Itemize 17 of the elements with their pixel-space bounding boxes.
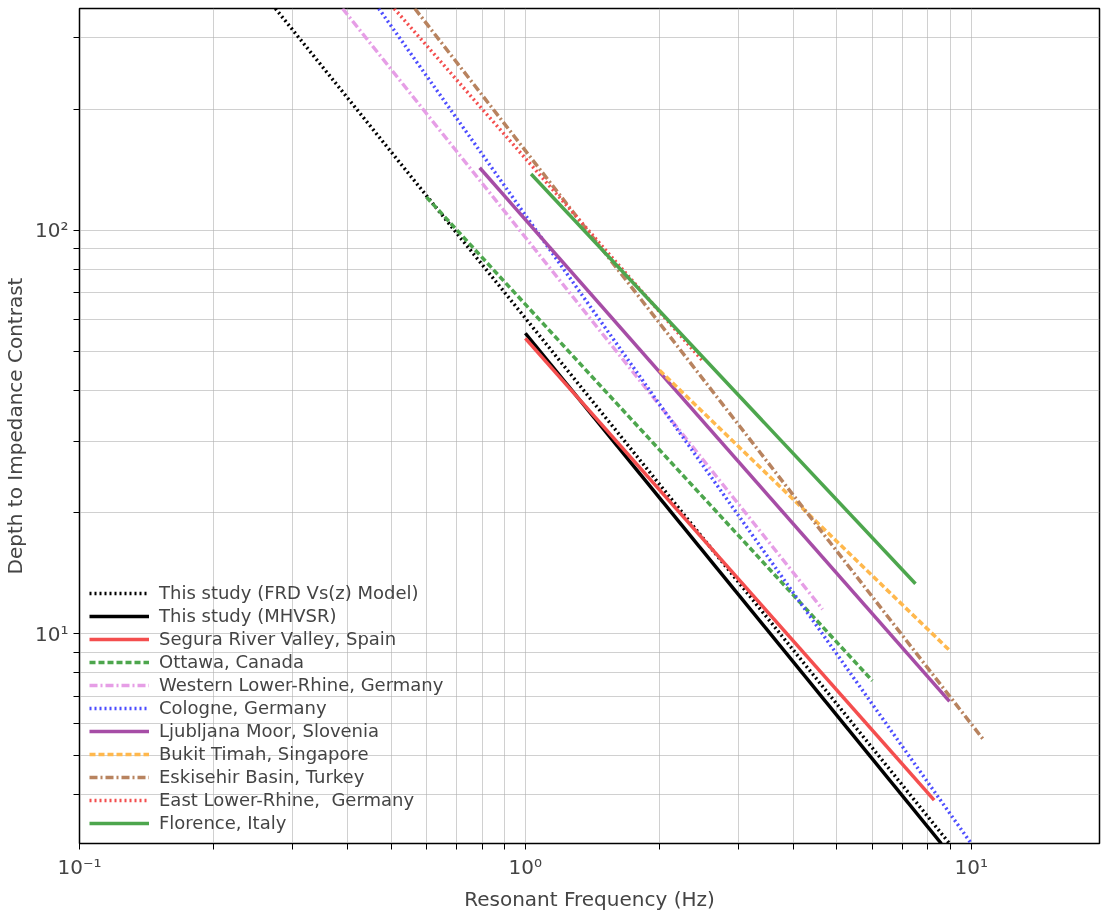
x-axis-title: Resonant Frequency (Hz) [464, 886, 715, 911]
legend-label: Cologne, Germany [159, 697, 327, 718]
legend-label: Florence, Italy [159, 812, 287, 833]
y-tick-label: 10² [35, 218, 69, 243]
x-tick-label: 10⁻¹ [57, 854, 102, 879]
x-tick-label: 10¹ [954, 854, 988, 879]
legend-label: This study (FRD Vs(z) Model) [159, 582, 419, 603]
legend-label: Ottawa, Canada [159, 651, 305, 672]
legend-label: Bukit Timah, Singapore [159, 743, 369, 764]
x-tick-label: 10⁰ [508, 854, 543, 879]
legend-label: Eskisehir Basin, Turkey [159, 766, 365, 787]
legend-label: Ljubljana Moor, Slovenia [159, 720, 380, 741]
legend-label: East Lower-Rhine, Germany [159, 789, 415, 810]
legend-label: This study (MHVSR) [159, 605, 337, 626]
legend-label: Western Lower-Rhine, Germany [159, 674, 444, 695]
legend-label: Segura River Valley, Spain [159, 628, 397, 649]
y-axis-title: Depth to Impedance Contrast [3, 277, 28, 575]
